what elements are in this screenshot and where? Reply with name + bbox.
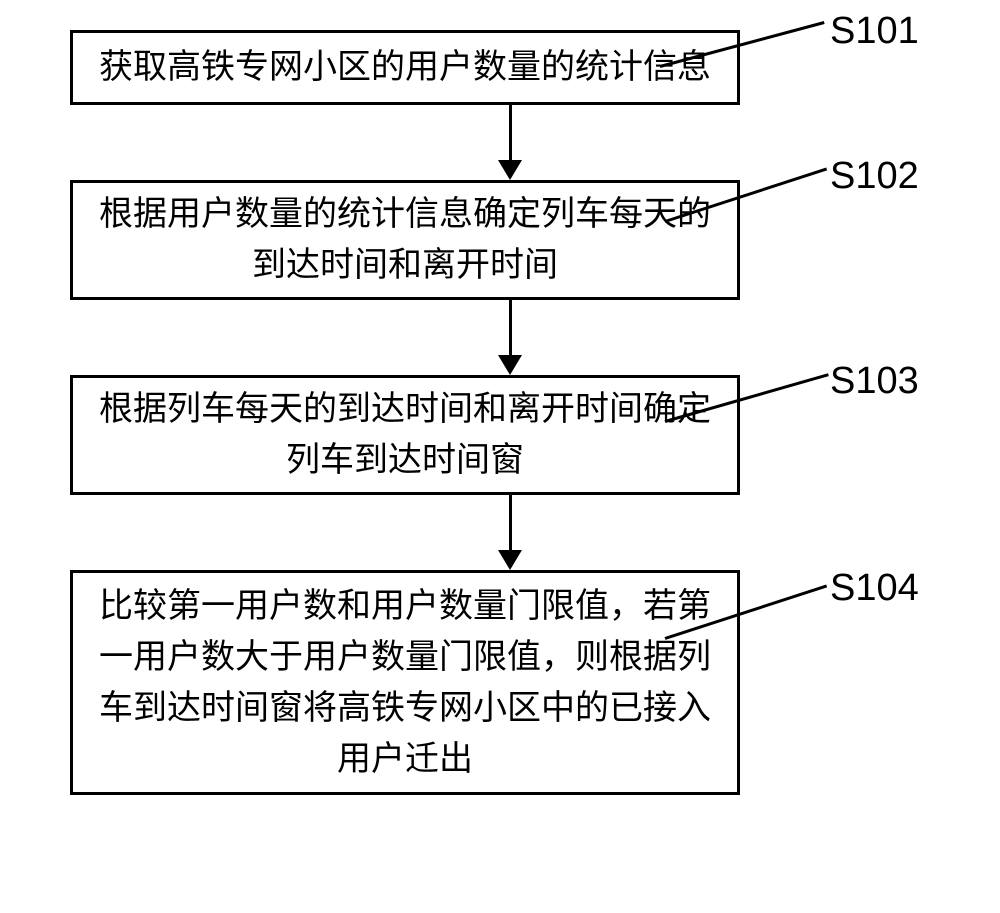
step-text-s102: 根据用户数量的统计信息确定列车每天的 到达时间和离开时间 xyxy=(99,189,711,291)
step-label-s101: S101 xyxy=(830,10,919,53)
step-label-s103: S103 xyxy=(830,360,919,403)
arrow-2 xyxy=(175,300,845,375)
step-box-s101: 获取高铁专网小区的用户数量的统计信息 xyxy=(70,30,740,105)
step-box-s103: 根据列车每天的到达时间和离开时间确定 列车到达时间窗 xyxy=(70,375,740,495)
step-label-s102: S102 xyxy=(830,155,919,198)
step-box-s102: 根据用户数量的统计信息确定列车每天的 到达时间和离开时间 xyxy=(70,180,740,300)
arrow-1 xyxy=(175,105,845,180)
step-box-s104: 比较第一用户数和用户数量门限值，若第 一用户数大于用户数量门限值，则根据列 车到… xyxy=(70,570,740,795)
step-text-s101: 获取高铁专网小区的用户数量的统计信息 xyxy=(99,42,711,93)
step-text-s103: 根据列车每天的到达时间和离开时间确定 列车到达时间窗 xyxy=(99,384,711,486)
arrow-3 xyxy=(175,495,845,570)
step-text-s104: 比较第一用户数和用户数量门限值，若第 一用户数大于用户数量门限值，则根据列 车到… xyxy=(99,581,711,785)
step-label-s104: S104 xyxy=(830,567,919,610)
flowchart-container: S101 获取高铁专网小区的用户数量的统计信息 S102 根据用户数量的统计信息… xyxy=(70,30,950,795)
